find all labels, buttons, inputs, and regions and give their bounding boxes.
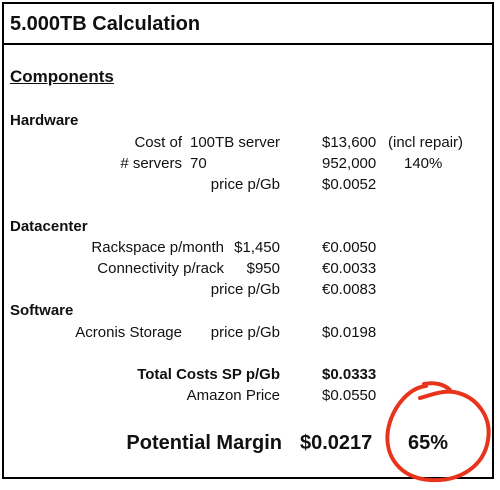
hardware-servers-percent: 140% xyxy=(404,155,443,172)
datacenter-rackspace-value: €0.0050 xyxy=(322,239,377,256)
datacenter-price-value: €0.0083 xyxy=(322,281,377,298)
page-title: 5.000TB Calculation xyxy=(10,13,201,35)
amazon-price-value: $0.0550 xyxy=(322,387,377,404)
components-heading: Components xyxy=(10,67,114,86)
margin-percent: 65% xyxy=(408,432,449,454)
hardware-servers-total: 952,000 xyxy=(322,155,377,172)
hardware-server-item: 100TB server xyxy=(190,134,281,151)
hardware-heading: Hardware xyxy=(10,112,79,129)
calculation-sheet: 5.000TB Calculation Components Hardware … xyxy=(2,2,494,479)
datacenter-heading: Datacenter xyxy=(10,218,88,235)
hardware-servers-label: # servers xyxy=(120,155,182,172)
datacenter-connectivity-label: Connectivity p/rack xyxy=(97,260,224,277)
hardware-cost-value: $13,600 xyxy=(322,134,377,151)
software-price-label: price p/Gb xyxy=(210,324,280,341)
title-bar: 5.000TB Calculation xyxy=(4,4,492,45)
software-acronis-label: Acronis Storage xyxy=(75,324,182,341)
datacenter-connectivity-value: €0.0033 xyxy=(322,260,377,277)
datacenter-connectivity-amount: $950 xyxy=(246,260,280,277)
hardware-price-label: price p/Gb xyxy=(210,176,280,193)
datacenter-rackspace-label: Rackspace p/month xyxy=(91,239,224,256)
hardware-cost-note: (incl repair) xyxy=(388,134,464,151)
total-costs-value: $0.0333 xyxy=(322,366,377,383)
datacenter-rackspace-amount: $1,450 xyxy=(234,239,280,256)
hardware-price-value: $0.0052 xyxy=(322,176,377,193)
datacenter-price-label: price p/Gb xyxy=(210,281,280,298)
potential-margin-value: $0.0217 xyxy=(300,432,373,454)
potential-margin-label: Potential Margin xyxy=(126,432,282,454)
hardware-cost-label: Cost of xyxy=(134,134,182,151)
software-heading: Software xyxy=(10,302,74,319)
software-price-value: $0.0198 xyxy=(322,324,377,341)
hardware-servers-count: 70 xyxy=(190,155,207,172)
amazon-price-label: Amazon Price xyxy=(186,387,280,404)
total-costs-label: Total Costs SP p/Gb xyxy=(137,366,280,383)
